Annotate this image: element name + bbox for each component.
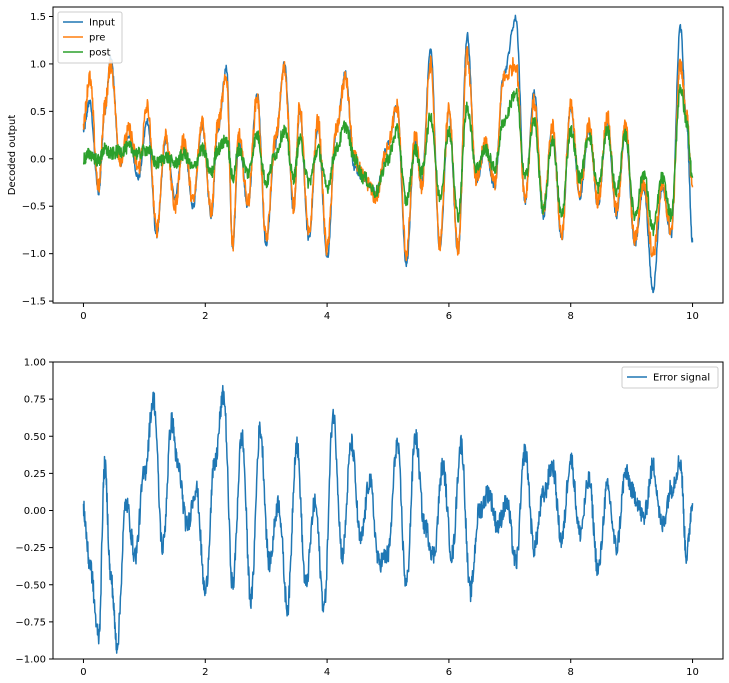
y-tick-label: −0.75 — [15, 617, 46, 628]
x-tick-label: 6 — [446, 311, 452, 322]
y-tick-label: −1.5 — [22, 297, 46, 308]
top-series-group — [82, 14, 694, 294]
legend-label: Input — [89, 18, 115, 29]
top-y-ticks: −1.5 −1.0 −0.5 0.0 0.5 1.0 1.5 — [22, 12, 53, 308]
top-axes-frame — [52, 6, 724, 304]
bottom-chart: 0 2 4 6 8 10 −1.00 −0.75 −0.50 −0.25 0.00 0.25 0.50… — [15, 358, 724, 678]
y-tick-label: −1.0 — [22, 249, 46, 260]
x-tick-label: 2 — [202, 667, 208, 678]
bottom-legend: Error signal — [621, 366, 719, 389]
y-tick-label: 0.5 — [30, 107, 46, 118]
series-line-error-signal — [82, 384, 694, 654]
y-tick-label: 0.50 — [24, 432, 46, 443]
x-tick-label: 0 — [80, 311, 86, 322]
legend-box — [621, 366, 719, 389]
x-tick-label: 4 — [324, 667, 330, 678]
series-line-post — [82, 84, 694, 237]
y-tick-label: −0.50 — [15, 580, 46, 591]
legend-label: Error signal — [653, 373, 710, 384]
y-tick-label: 0.0 — [30, 154, 46, 165]
top-chart: 0 2 4 6 8 10 −1.5 −1.0 −0.5 0.0 0.5 1.0 1.5 Decoded… — [7, 6, 724, 322]
y-tick-label: −0.25 — [15, 543, 46, 554]
x-tick-label: 0 — [80, 667, 86, 678]
legend-label: post — [89, 48, 111, 59]
y-tick-label: −1.00 — [15, 655, 46, 666]
y-tick-label: 1.00 — [24, 358, 46, 369]
top-x-ticks: 0 2 4 6 8 10 — [80, 303, 699, 322]
y-tick-label: 0.75 — [24, 395, 46, 406]
y-tick-label: 1.5 — [30, 12, 46, 23]
x-tick-label: 10 — [686, 311, 699, 322]
y-tick-label: −0.5 — [22, 202, 46, 213]
bottom-x-ticks: 0 2 4 6 8 10 — [80, 659, 699, 678]
x-tick-label: 4 — [324, 311, 330, 322]
top-legend: Input pre post — [57, 11, 123, 64]
x-tick-label: 2 — [202, 311, 208, 322]
top-y-axis-label: Decoded output — [7, 115, 18, 196]
x-tick-label: 8 — [568, 311, 574, 322]
x-tick-label: 8 — [568, 667, 574, 678]
legend-label: pre — [89, 33, 105, 44]
bottom-y-ticks: −1.00 −0.75 −0.50 −0.25 0.00 0.25 0.50 0.75 1.00 — [15, 358, 53, 666]
y-tick-label: 0.00 — [24, 506, 46, 517]
legend-box — [57, 11, 123, 64]
x-tick-label: 10 — [686, 667, 699, 678]
x-tick-label: 6 — [446, 667, 452, 678]
bottom-series-group — [82, 384, 694, 654]
y-tick-label: 0.25 — [24, 469, 46, 480]
y-tick-label: 1.0 — [30, 59, 46, 70]
